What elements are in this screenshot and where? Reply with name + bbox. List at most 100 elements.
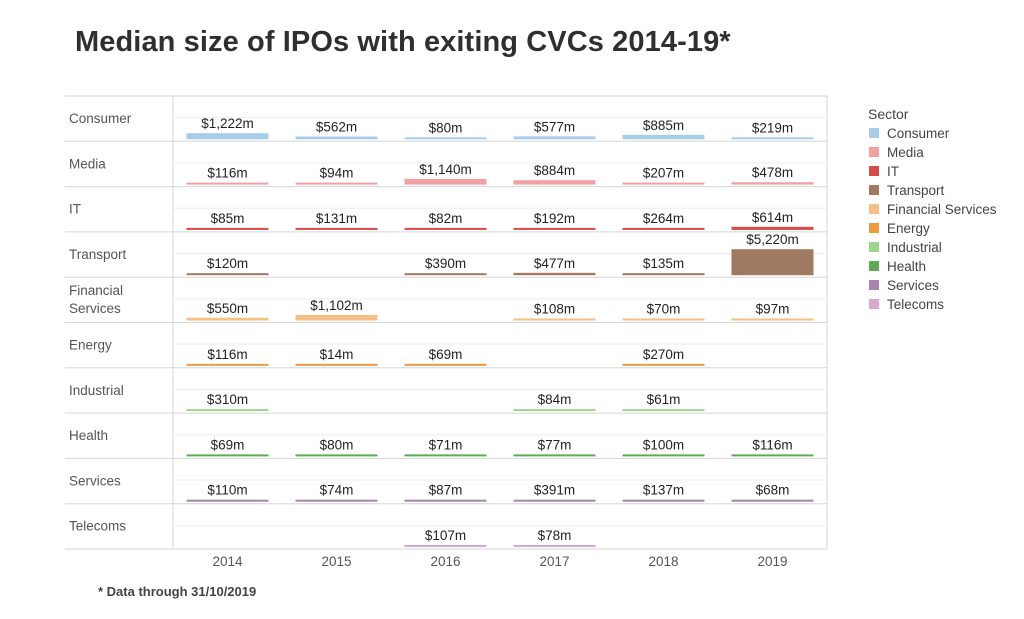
footnote: * Data through 31/10/2019 (98, 584, 257, 599)
bar-it-2016 (404, 227, 487, 230)
bar-value-label: $69m (429, 347, 463, 362)
bar-value-label: $107m (425, 528, 466, 543)
row-label-financial-services: Financial (69, 283, 123, 298)
bar-value-label: $69m (211, 437, 245, 452)
legend-item: Telecoms (887, 297, 944, 312)
row-label-telecoms: Telecoms (69, 519, 126, 534)
bar-media-2017 (513, 180, 596, 185)
bar-value-label: $108m (534, 302, 575, 317)
bar-value-label: $477m (534, 256, 575, 271)
row-label-services: Services (69, 473, 121, 488)
bar-it-2017 (513, 227, 596, 230)
bar-consumer-2017 (513, 136, 596, 140)
bar-value-label: $74m (320, 483, 354, 498)
bar-consumer-2014 (186, 133, 269, 140)
bar-value-label: $131m (316, 211, 357, 226)
bar-value-label: $577m (534, 119, 575, 134)
bar-value-label: $87m (429, 483, 463, 498)
bar-value-label: $1,102m (310, 298, 363, 313)
bar-value-label: $135m (643, 256, 684, 271)
bar-telecoms-2017 (513, 545, 596, 547)
row-label-energy: Energy (69, 338, 112, 353)
bar-value-label: $77m (538, 437, 572, 452)
bar-value-label: $1,222m (201, 116, 254, 131)
bar-it-2014 (186, 227, 269, 230)
bar-value-label: $78m (538, 528, 572, 543)
bar-transport-2019 (731, 249, 814, 276)
bar-services-2019 (731, 499, 814, 502)
bar-value-label: $85m (211, 211, 245, 226)
bar-consumer-2016 (404, 137, 487, 140)
legend-item: Energy (887, 221, 930, 236)
row-label-consumer: Consumer (69, 111, 132, 126)
legend-swatch (869, 299, 879, 309)
bar-value-label: $137m (643, 483, 684, 498)
bar-media-2018 (622, 182, 705, 185)
bar-value-label: $97m (756, 302, 790, 317)
bar-value-label: $94m (320, 166, 354, 181)
bar-it-2015 (295, 227, 378, 230)
bar-value-label: $192m (534, 211, 575, 226)
bar-value-label: $270m (643, 347, 684, 362)
bar-value-label: $71m (429, 437, 463, 452)
legend-item: Consumer (887, 126, 950, 141)
bar-health-2019 (731, 454, 814, 457)
bar-consumer-2015 (295, 136, 378, 140)
bar-value-label: $116m (752, 437, 792, 452)
legend-item: Industrial (887, 240, 942, 255)
bar-energy-2015 (295, 363, 378, 366)
legend-item: Services (887, 278, 939, 293)
bar-media-2016 (404, 178, 487, 185)
bar-transport-2014 (186, 273, 269, 276)
bar-health-2014 (186, 454, 269, 457)
bar-financial-services-2017 (513, 318, 596, 321)
row-label-media: Media (69, 156, 106, 171)
bar-value-label: $1,140m (419, 162, 472, 177)
bar-value-label: $100m (643, 437, 684, 452)
legend-item: Media (887, 145, 924, 160)
bar-consumer-2018 (622, 134, 705, 140)
year-tick-label: 2016 (430, 554, 460, 569)
bar-industrial-2017 (513, 409, 596, 412)
bar-financial-services-2018 (622, 318, 705, 321)
bar-services-2014 (186, 499, 269, 502)
legend-item: IT (887, 164, 899, 179)
bar-value-label: $390m (425, 256, 466, 271)
bar-value-label: $84m (538, 392, 572, 407)
bar-health-2018 (622, 454, 705, 457)
bar-value-label: $264m (643, 211, 684, 226)
bar-consumer-2019 (731, 137, 814, 140)
bar-it-2018 (622, 227, 705, 230)
bar-services-2018 (622, 499, 705, 502)
bar-value-label: $68m (756, 483, 790, 498)
legend-title: Sector (868, 106, 909, 122)
legend-swatch (869, 128, 879, 138)
year-tick-label: 2019 (757, 554, 787, 569)
year-tick-label: 2018 (648, 554, 678, 569)
bar-energy-2014 (186, 363, 269, 366)
legend-item: Financial Services (887, 202, 997, 217)
bar-value-label: $391m (534, 483, 575, 498)
bar-value-label: $550m (207, 301, 248, 316)
bar-media-2015 (295, 182, 378, 185)
legend-swatch (869, 223, 879, 233)
bar-value-label: $80m (429, 120, 463, 135)
legend-item: Transport (887, 183, 945, 198)
bar-it-2019 (731, 226, 814, 230)
bar-financial-services-2014 (186, 317, 269, 321)
bar-telecoms-2016 (404, 545, 487, 547)
bar-value-label: $207m (643, 166, 684, 181)
year-tick-label: 2015 (321, 554, 351, 569)
bar-value-label: $120m (207, 256, 248, 271)
bar-value-label: $885m (643, 118, 684, 133)
row-label-industrial: Industrial (69, 383, 124, 398)
row-label-financial-services: Services (69, 301, 121, 316)
bar-services-2016 (404, 499, 487, 502)
bar-services-2015 (295, 499, 378, 502)
bar-value-label: $562m (316, 120, 357, 135)
bar-health-2016 (404, 454, 487, 457)
bar-value-label: $82m (429, 211, 463, 226)
bar-health-2017 (513, 454, 596, 457)
bar-value-label: $219m (752, 120, 793, 135)
